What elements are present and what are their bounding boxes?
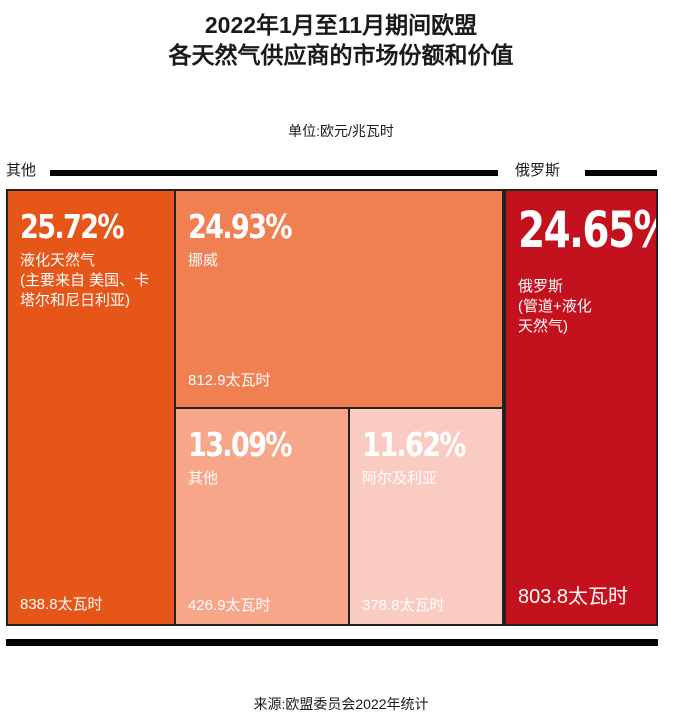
bottom-rule [6,639,658,646]
unit-label: 单位:欧元/兆瓦时 [288,123,394,139]
source-note: 来源:欧盟委员会2022年统计 [253,696,429,712]
title-line-2: 各天然气供应商的市场份额和价值 [168,42,514,68]
share-label: 24.93% [188,207,293,246]
treemap-cell-algeria: 11.62% 阿尔及利亚 378.8太瓦时 [348,407,504,626]
value-label: 378.8太瓦时 [362,597,445,614]
group-bar-other [50,170,498,176]
cell-name: 其他 [188,470,219,487]
share-label: 25.72% [20,207,125,246]
share-label: 11.62% [362,425,467,464]
treemap-cell-other: 13.09% 其他 426.9太瓦时 [174,407,350,626]
treemap-cell-russia: 24.65% 俄罗斯 (管道+液化 天然气) 803.8太瓦时 [504,189,658,626]
share-label: 24.65% [518,201,658,259]
cell-name: 挪威 [188,252,219,269]
group-bar-russia [585,170,657,176]
cell-name: 液化天然气 (主要来自 美国、卡 塔尔和尼日利亚) [20,252,150,309]
share-label: 13.09% [188,425,293,464]
value-label: 838.8太瓦时 [20,596,103,613]
title-line-1: 2022年1月至11月期间欧盟 [204,12,478,38]
treemap-cell-lng: 25.72% 液化天然气 (主要来自 美国、卡 塔尔和尼日利亚) 838.8太瓦… [6,189,176,626]
value-label: 803.8太瓦时 [518,586,629,608]
cell-name: 阿尔及利亚 [362,470,438,487]
group-header-other: 其他 [6,162,37,179]
group-header-russia: 俄罗斯 [515,162,561,179]
chart-title: 2022年1月至11月期间欧盟 各天然气供应商的市场份额和价值 [0,10,682,70]
treemap-cell-norway: 24.93% 挪威 812.9太瓦时 [174,189,504,409]
cell-name: 俄罗斯 (管道+液化 天然气) [518,278,592,335]
value-label: 812.9太瓦时 [188,372,271,389]
value-label: 426.9太瓦时 [188,597,271,614]
